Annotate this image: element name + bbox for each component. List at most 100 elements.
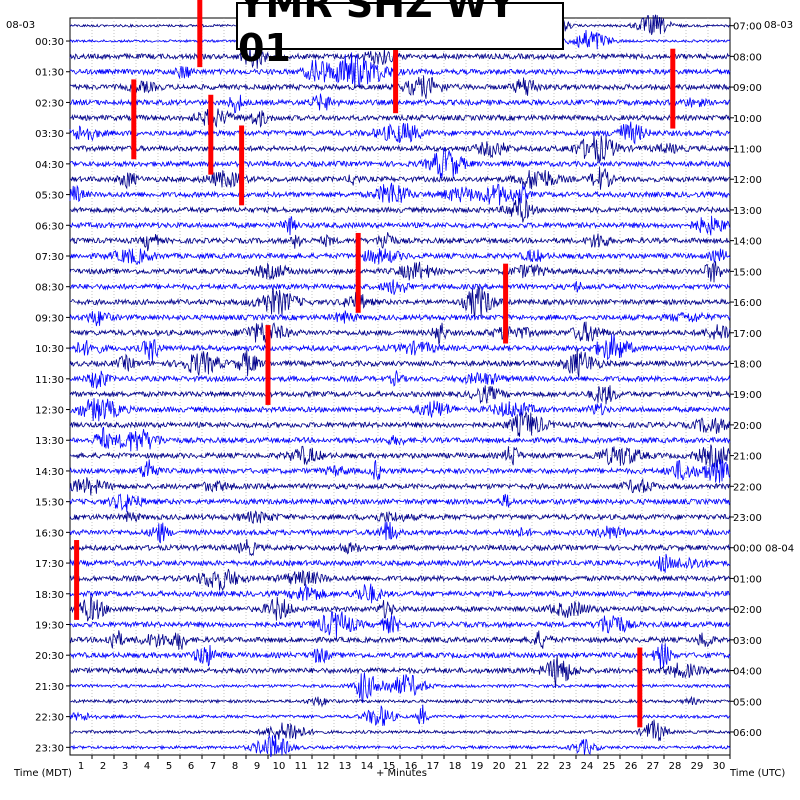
seismic-trace (69, 108, 731, 128)
right-axis-tick-label: 19:00 (733, 390, 762, 401)
x-axis-tick-label: 29 (691, 761, 704, 772)
seismic-trace (69, 310, 731, 327)
seismic-trace (69, 385, 731, 405)
x-axis-tick-label: 23 (559, 761, 572, 772)
seismic-trace (69, 321, 731, 345)
seismic-trace (69, 568, 731, 592)
seismic-trace (69, 695, 731, 708)
right-axis-tick-label: 16:00 (733, 298, 762, 309)
clipped-event (670, 48, 676, 129)
x-axis-tick-label: 20 (493, 761, 506, 772)
right-axis-tick-label: 01:00 (733, 574, 762, 585)
x-axis-tick-label: 13 (339, 761, 352, 772)
left-axis-tick-label: 21:30 (35, 682, 64, 693)
left-axis-tick-label: 15:30 (35, 498, 64, 509)
left-axis-tick-label: 09:30 (35, 313, 64, 324)
clipped-event (265, 325, 271, 405)
right-axis-tick-label: 11:00 (733, 145, 762, 156)
seismic-trace (69, 215, 731, 236)
seismic-trace (69, 611, 731, 638)
seismic-trace (69, 261, 731, 283)
seismic-trace (69, 553, 731, 573)
left-axis-tick-label: 02:30 (35, 98, 64, 109)
left-axis-tick-label: 13:30 (35, 436, 64, 447)
x-axis-tick-label: 21 (515, 761, 528, 772)
x-axis-tick-label: 3 (122, 761, 128, 772)
right-axis-tick-label: 10:00 (733, 114, 762, 125)
axes: 00:30 01:30 02:30 03:30 04:30 05:30 06:30 07:30… (35, 22, 794, 772)
left-axis-tick-label: 06:30 (35, 221, 64, 232)
left-axis-tick-label: 12:30 (35, 406, 64, 417)
seismic-trace (69, 182, 731, 206)
left-axis-tick-label: 07:30 (35, 252, 64, 263)
x-axis-tick-label: 7 (210, 761, 216, 772)
right-axis-tick-label: 18:00 (733, 359, 762, 370)
seismic-trace (69, 655, 731, 688)
seismic-trace (69, 704, 731, 727)
x-axis-tick-label: 30 (713, 761, 726, 772)
x-axis-tick-label: 1 (78, 761, 84, 772)
clipped-event (393, 33, 399, 114)
clipped-event (131, 79, 137, 160)
right-axis-tick-label: 05:00 (733, 697, 762, 708)
right-axis-tick-label: 02:00 (733, 605, 762, 616)
left-axis-tick-label: 20:30 (35, 651, 64, 662)
right-axis-tick-label: 03:00 (733, 636, 762, 647)
right-axis-tick-label: 00:00 08-04 (733, 544, 794, 555)
x-axis-tick-label: 14 (361, 761, 374, 772)
clip-layer (74, 0, 676, 728)
x-axis-tick-label: 4 (144, 761, 150, 772)
left-axis-label: Time (MDT) (14, 768, 72, 779)
seismic-trace (69, 493, 731, 513)
left-axis-tick-label: 03:30 (35, 129, 64, 140)
seismic-trace (69, 734, 731, 758)
left-axis-tick-label: 05:30 (35, 191, 64, 202)
left-axis-tick-label: 10:30 (35, 344, 64, 355)
right-axis-tick-label: 12:00 (733, 175, 762, 186)
x-axis-tick-label: 24 (581, 761, 594, 772)
x-axis-tick-label: 2 (100, 761, 106, 772)
seismic-trace (69, 583, 731, 604)
x-axis-tick-label: 12 (317, 761, 330, 772)
seismic-trace (69, 93, 731, 114)
x-axis-tick-label: 11 (295, 761, 308, 772)
chart-title: YMR SHZ WY 01 (236, 0, 564, 70)
x-axis-tick-label: 6 (188, 761, 194, 772)
x-axis-tick-label: 28 (669, 761, 682, 772)
seismic-trace (69, 426, 731, 452)
seismic-trace (69, 75, 731, 99)
right-axis-tick-label: 23:00 (733, 513, 762, 524)
left-axis-tick-label: 22:30 (35, 713, 64, 724)
seismic-trace (69, 643, 731, 669)
seismic-trace (69, 672, 731, 704)
x-axis-tick-label: 10 (273, 761, 286, 772)
left-axis-tick-label: 16:30 (35, 528, 64, 539)
seismic-trace (69, 135, 731, 163)
seismic-trace (69, 232, 731, 252)
x-axis-tick-label: 22 (537, 761, 550, 772)
seismic-trace (69, 248, 731, 265)
seismic-trace (69, 521, 731, 544)
seismic-trace (69, 719, 731, 742)
right-axis-tick-label: 07:00 (733, 22, 762, 33)
seismic-trace (69, 539, 731, 557)
clipped-event (208, 94, 214, 175)
x-axis-tick-label: 18 (449, 761, 462, 772)
right-axis-tick-label: 15:00 (733, 267, 762, 278)
x-axis-tick-label: 15 (383, 761, 396, 772)
right-axis-tick-label: 13:00 (733, 206, 762, 217)
clipped-event (503, 263, 509, 344)
seismic-trace (69, 166, 731, 190)
clipped-event (355, 232, 361, 313)
x-axis-tick-label: 16 (405, 761, 418, 772)
seismic-trace (69, 348, 731, 378)
right-axis-tick-label: 06:00 (733, 728, 762, 739)
seismic-trace (70, 52, 731, 88)
clipped-event (197, 0, 203, 68)
seismic-trace (69, 595, 731, 622)
seismic-trace (69, 285, 731, 319)
x-axis-tick-label: 25 (603, 761, 616, 772)
right-axis-tick-label: 17:00 (733, 329, 762, 340)
clipped-event (239, 125, 245, 206)
